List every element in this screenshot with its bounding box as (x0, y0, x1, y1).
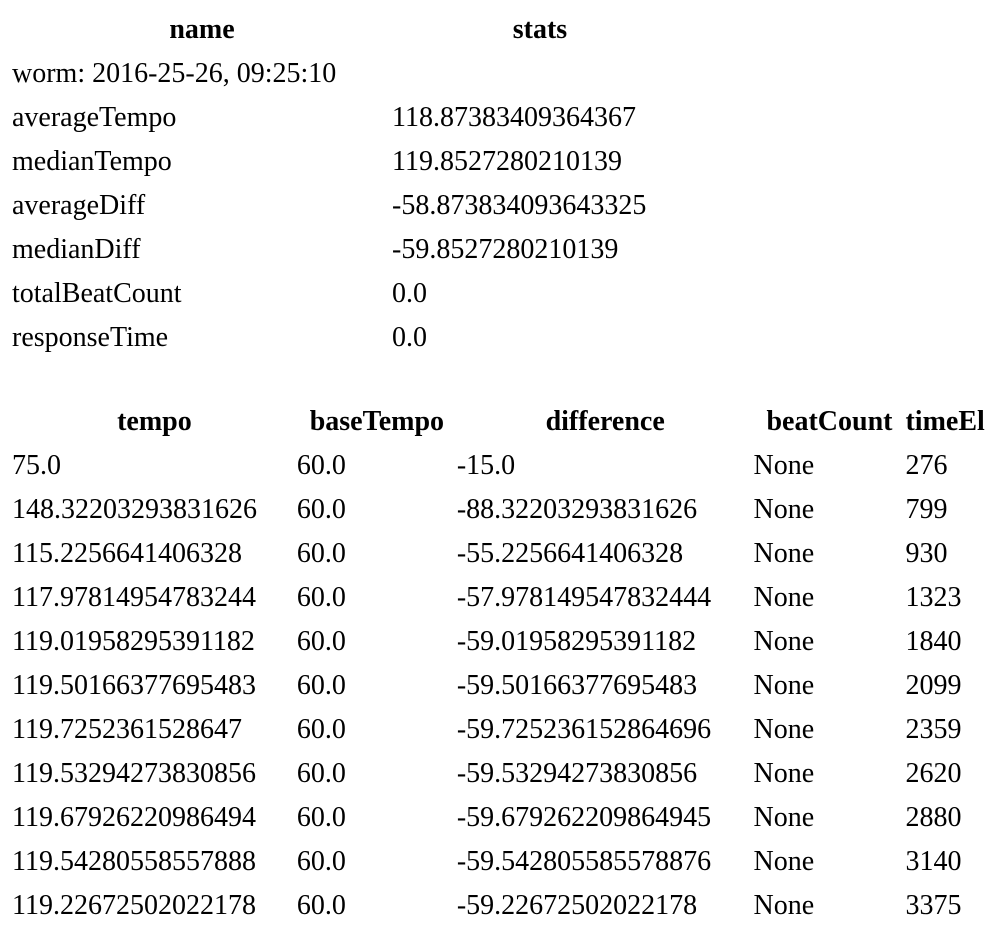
table-row: 148.32203293831626 60.0 -88.322032938316… (12, 488, 1004, 532)
cell-beatcount: None (753, 450, 815, 481)
cell-tempo: 75.0 (12, 450, 61, 481)
cell-timeel: 2620 (905, 758, 962, 789)
cell-basetempo: 60.0 (296, 890, 346, 921)
stats-header-row: name stats (12, 8, 688, 52)
column-header-tempo: tempo (117, 406, 192, 437)
cell-timeel: 3140 (905, 846, 962, 877)
stat-value: -59.8527280210139 (392, 234, 619, 265)
cell-timeel: 2099 (905, 670, 962, 701)
cell-difference: -88.32203293831626 (456, 494, 698, 525)
cell-basetempo: 60.0 (296, 582, 346, 613)
cell-timeel: 799 (905, 494, 948, 525)
tempo-header-row: tempo baseTempo difference beatCount tim… (12, 400, 1004, 444)
cell-basetempo: 60.0 (296, 538, 346, 569)
cell-difference: -59.50166377695483 (456, 670, 698, 701)
cell-tempo: 117.97814954783244 (12, 582, 256, 613)
table-row: 119.54280558557888 60.0 -59.542805585578… (12, 840, 1004, 884)
cell-difference: -59.725236152864696 (456, 714, 712, 745)
tempo-table: tempo baseTempo difference beatCount tim… (12, 400, 1004, 928)
cell-beatcount: None (753, 582, 815, 613)
cell-tempo: 119.54280558557888 (12, 846, 256, 877)
cell-beatcount: None (753, 626, 815, 657)
stat-name: averageTempo (12, 102, 177, 133)
column-header-timeel: timeEl (905, 406, 985, 437)
stats-table: name stats worm: 2016-25-26, 09:25:10 av… (12, 8, 688, 360)
column-header-beatcount: beatCount (766, 406, 893, 437)
stat-name: medianDiff (12, 234, 141, 265)
cell-tempo: 119.7252361528647 (12, 714, 242, 745)
cell-difference: -55.2256641406328 (456, 538, 684, 569)
column-header-name: name (169, 14, 235, 45)
cell-difference: -59.01958295391182 (456, 626, 697, 657)
cell-basetempo: 60.0 (296, 626, 346, 657)
cell-beatcount: None (753, 758, 815, 789)
cell-timeel: 3375 (905, 890, 962, 921)
cell-timeel: 1840 (905, 626, 962, 657)
cell-difference: -59.542805585578876 (456, 846, 712, 877)
cell-timeel: 2359 (905, 714, 962, 745)
stat-name: responseTime (12, 322, 169, 353)
stat-name: totalBeatCount (12, 278, 182, 309)
cell-beatcount: None (753, 670, 815, 701)
stat-name: medianTempo (12, 146, 172, 177)
table-row: 119.7252361528647 60.0 -59.7252361528646… (12, 708, 1004, 752)
stat-value: -58.873834093643325 (392, 190, 647, 221)
stat-value: 119.8527280210139 (392, 146, 622, 177)
cell-tempo: 119.50166377695483 (12, 670, 256, 701)
cell-difference: -15.0 (456, 450, 516, 481)
cell-timeel: 1323 (905, 582, 962, 613)
table-row: 119.01958295391182 60.0 -59.019582953911… (12, 620, 1004, 664)
cell-tempo: 148.32203293831626 (12, 494, 257, 525)
cell-beatcount: None (753, 494, 815, 525)
stats-row: averageDiff -58.873834093643325 (12, 184, 688, 228)
cell-beatcount: None (753, 846, 815, 877)
table-row: 117.97814954783244 60.0 -57.978149547832… (12, 576, 1004, 620)
column-header-difference: difference (545, 406, 665, 437)
stats-title-row: worm: 2016-25-26, 09:25:10 (12, 52, 688, 96)
cell-difference: -59.53294273830856 (456, 758, 698, 789)
cell-tempo: 119.53294273830856 (12, 758, 256, 789)
cell-basetempo: 60.0 (296, 450, 346, 481)
table-row: 115.2256641406328 60.0 -55.2256641406328… (12, 532, 1004, 576)
table-row: 119.22672502022178 60.0 -59.226725020221… (12, 884, 1004, 928)
cell-basetempo: 60.0 (296, 758, 346, 789)
worm-timestamp: worm: 2016-25-26, 09:25:10 (12, 58, 337, 89)
stats-row: medianDiff -59.8527280210139 (12, 228, 688, 272)
cell-basetempo: 60.0 (296, 714, 346, 745)
cell-difference: -59.679262209864945 (456, 802, 712, 833)
cell-difference: -57.978149547832444 (456, 582, 712, 613)
stats-row: totalBeatCount 0.0 (12, 272, 688, 316)
stats-row: responseTime 0.0 (12, 316, 688, 360)
cell-basetempo: 60.0 (296, 670, 346, 701)
table-row: 75.0 60.0 -15.0 None 276 (12, 444, 1004, 488)
table-row: 119.67926220986494 60.0 -59.679262209864… (12, 796, 1004, 840)
stats-row: medianTempo 119.8527280210139 (12, 140, 688, 184)
cell-beatcount: None (753, 538, 815, 569)
cell-beatcount: None (753, 890, 815, 921)
stat-value: 0.0 (392, 278, 427, 309)
cell-basetempo: 60.0 (296, 494, 346, 525)
stat-value: 0.0 (392, 322, 427, 353)
cell-tempo: 115.2256641406328 (12, 538, 242, 569)
cell-beatcount: None (753, 802, 815, 833)
cell-timeel: 930 (905, 538, 948, 569)
cell-tempo: 119.67926220986494 (12, 802, 256, 833)
cell-timeel: 276 (905, 450, 948, 481)
cell-timeel: 2880 (905, 802, 962, 833)
cell-tempo: 119.01958295391182 (12, 626, 255, 657)
stat-value: 118.87383409364367 (392, 102, 636, 133)
cell-beatcount: None (753, 714, 815, 745)
table-row: 119.53294273830856 60.0 -59.532942738308… (12, 752, 1004, 796)
stats-row: averageTempo 118.87383409364367 (12, 96, 688, 140)
column-header-basetempo: baseTempo (309, 406, 445, 437)
stat-name: averageDiff (12, 190, 146, 221)
cell-difference: -59.22672502022178 (456, 890, 698, 921)
table-row: 119.50166377695483 60.0 -59.501663776954… (12, 664, 1004, 708)
column-header-stats: stats (512, 14, 568, 45)
cell-basetempo: 60.0 (296, 802, 346, 833)
cell-tempo: 119.22672502022178 (12, 890, 256, 921)
cell-basetempo: 60.0 (296, 846, 346, 877)
